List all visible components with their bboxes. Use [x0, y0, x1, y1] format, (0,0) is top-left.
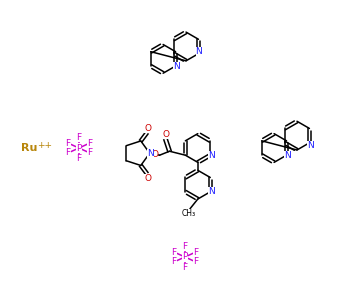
Text: F: F — [171, 257, 177, 266]
Text: F: F — [87, 139, 92, 148]
Text: F: F — [182, 263, 188, 272]
Text: F: F — [171, 248, 177, 257]
Text: N: N — [208, 187, 215, 196]
Text: P: P — [182, 252, 188, 261]
Text: O: O — [144, 174, 151, 183]
Text: N: N — [208, 151, 215, 160]
Text: F: F — [193, 257, 198, 266]
Text: N: N — [173, 61, 180, 71]
Text: CH₃: CH₃ — [182, 209, 196, 218]
Text: ++: ++ — [37, 141, 52, 150]
Text: Ru: Ru — [21, 143, 38, 153]
Text: F: F — [193, 248, 198, 257]
Text: F: F — [65, 148, 70, 157]
Text: O: O — [162, 130, 169, 139]
Text: N: N — [308, 141, 314, 150]
Text: P: P — [76, 144, 82, 153]
Text: N: N — [195, 47, 202, 56]
Text: N: N — [147, 149, 154, 158]
Text: N: N — [284, 151, 291, 160]
Text: F: F — [65, 139, 70, 148]
Text: O: O — [144, 124, 151, 133]
Text: F: F — [76, 154, 81, 163]
Text: F: F — [76, 133, 81, 142]
Text: F: F — [87, 148, 92, 157]
Text: O: O — [151, 150, 158, 159]
Text: F: F — [182, 242, 188, 251]
